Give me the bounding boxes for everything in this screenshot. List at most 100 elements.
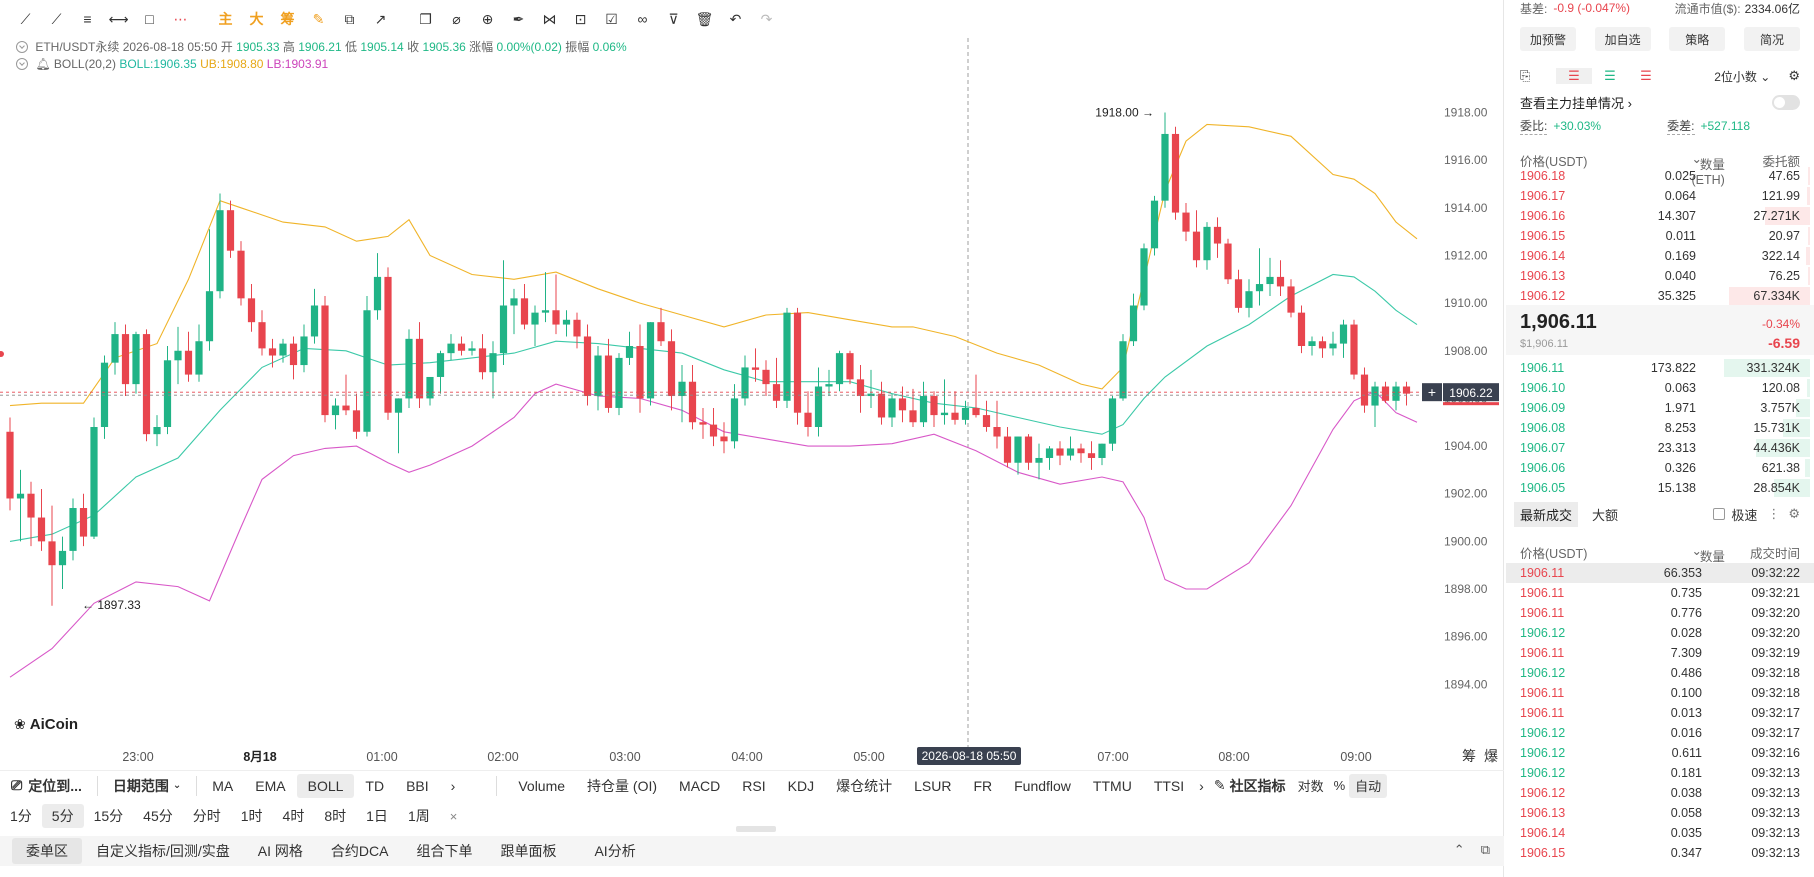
indicator-boll[interactable]: BOLL — [296, 773, 355, 798]
bid-row[interactable]: 1906.08 8.253 15.731K — [1506, 418, 1814, 438]
ask-row[interactable]: 1906.15 0.011 20.97 — [1506, 226, 1814, 246]
bottom-tab-3[interactable]: 合约DCA — [330, 843, 389, 859]
ask-row[interactable]: 1906.14 0.169 322.14 — [1506, 246, 1814, 266]
chart-area[interactable]: ⟋ ⟋ ≡ ⟷ □ ⋯ 主 大 筹 ✎ ⧉ ↗ ❐ ⌀ ⊕ ✒ ⋈ ⊡ ☑ ∞ … — [0, 0, 1504, 877]
trade-row[interactable]: 1906.15 0.347 09:32:13 — [1520, 846, 1800, 860]
trade-row[interactable]: 1906.11 0.100 09:32:18 — [1520, 686, 1800, 700]
ob-layout-asks-icon[interactable]: ☰ — [1640, 68, 1652, 83]
period-9[interactable]: 1周 — [407, 808, 430, 824]
measure-icon[interactable]: ⧉ — [344, 10, 355, 27]
indicator-td[interactable]: TD — [365, 777, 385, 794]
line-icon[interactable]: ⟋ — [20, 10, 31, 27]
check-icon[interactable]: ☑ — [605, 10, 618, 27]
period-5[interactable]: 1时 — [240, 808, 263, 824]
main-orders-link[interactable]: 查看主力挂单情况 › — [1520, 95, 1632, 111]
brush-icon[interactable]: ✎ — [312, 10, 325, 27]
filter-icon[interactable]: ⊽ — [668, 10, 679, 27]
ask-row[interactable]: 1906.17 0.064 121.99 — [1506, 186, 1814, 206]
bottom-tab-1[interactable]: 自定义指标/回测/实盘 — [96, 843, 230, 859]
trade-row[interactable]: 1906.13 0.058 09:32:13 — [1520, 806, 1800, 820]
period-2[interactable]: 15分 — [93, 808, 124, 824]
ruler-icon[interactable]: ⌀ — [452, 10, 461, 27]
large-trades-tab[interactable]: 大额 — [1592, 507, 1619, 523]
panel-button-3[interactable]: 简况 — [1743, 27, 1800, 51]
trade-row[interactable]: 1906.12 0.486 09:32:18 — [1520, 666, 1800, 680]
period-4[interactable]: 分时 — [192, 808, 221, 824]
percent-scale-button[interactable]: % — [1333, 778, 1346, 793]
copy-icon[interactable]: ❐ — [419, 10, 432, 27]
bottom-tab-5[interactable]: 跟单面板 — [500, 843, 557, 859]
sub-indicator-8[interactable]: Fundflow — [1014, 777, 1071, 794]
horizontal-line-icon[interactable]: ⟷ — [108, 10, 129, 27]
more-main-indicators[interactable]: › — [450, 777, 456, 794]
collapse-icon[interactable] — [16, 41, 28, 53]
collapse-chevron-icon[interactable]: ⌃ — [1453, 842, 1465, 857]
chips-label[interactable]: 筹 — [1462, 748, 1476, 764]
quantity-unit-select[interactable]: 数量 (ETH) ⌄ — [1691, 152, 1725, 187]
undo-icon[interactable]: ↶ — [729, 10, 742, 27]
ask-row[interactable]: 1906.16 14.307 27.271K — [1506, 206, 1814, 226]
period-8[interactable]: 1日 — [366, 808, 388, 824]
trade-row[interactable]: 1906.11 0.776 09:32:20 — [1520, 606, 1800, 620]
main-orders-toggle[interactable] — [1772, 94, 1800, 110]
trade-row[interactable]: 1906.11 0.013 09:32:17 — [1520, 706, 1800, 720]
chips-button[interactable]: 筹 — [280, 11, 295, 27]
magnet-icon[interactable]: ⋈ — [542, 10, 557, 27]
decimals-select[interactable]: 2位小数 ⌄ — [1714, 69, 1771, 84]
ask-row[interactable]: 1906.12 35.325 67.334K — [1506, 286, 1814, 306]
locate-button[interactable]: ⎚ 定位到... — [11, 777, 82, 794]
candlestick-chart[interactable]: 1918.00 1916.00 1914.00 1912.00 1910.00 1908.… — [0, 0, 1504, 770]
log-scale-button[interactable]: 对数 — [1297, 779, 1324, 794]
bid-row[interactable]: 1906.05 15.138 28.854K — [1506, 478, 1814, 498]
parallel-icon[interactable]: ≡ — [83, 11, 92, 27]
trade-row[interactable]: 1906.12 0.181 09:32:13 — [1520, 766, 1800, 780]
dots-icon[interactable]: ⋯ — [173, 10, 188, 27]
indicator-ema[interactable]: EMA — [255, 777, 286, 794]
bell-icon[interactable]: 🔔︎ — [35, 57, 51, 71]
rectangle-icon[interactable]: □ — [145, 11, 154, 27]
sub-indicator-9[interactable]: TTMU — [1092, 777, 1132, 794]
trade-row[interactable]: 1906.14 0.035 09:32:13 — [1520, 826, 1800, 840]
indicator-bbi[interactable]: BBI — [406, 777, 429, 794]
ray-icon[interactable]: ⟋ — [51, 10, 62, 27]
bid-row[interactable]: 1906.11 173.822 331.324K — [1506, 358, 1814, 378]
more-sub-indicators[interactable]: › — [1199, 777, 1204, 794]
bid-row[interactable]: 1906.06 0.326 621.38 — [1506, 458, 1814, 478]
speed-checkbox[interactable] — [1713, 508, 1726, 520]
bottom-tab-4[interactable]: 组合下单 — [416, 843, 473, 859]
trade-row[interactable]: 1906.11 0.735 09:32:21 — [1520, 586, 1800, 600]
grid-icon[interactable]: ⋮ — [1767, 506, 1781, 521]
ob-layout-bids-icon[interactable]: ☰ — [1604, 68, 1616, 83]
community-indicators-button[interactable]: ✎ 社区指标 — [1213, 777, 1286, 794]
trade-row[interactable]: 1906.11 7.309 09:32:19 — [1520, 646, 1800, 660]
sub-indicator-3[interactable]: RSI — [742, 777, 766, 794]
trade-unit-select[interactable]: 数量(ETH) ⌄ — [1691, 544, 1725, 579]
indicator-ma[interactable]: MA — [212, 777, 234, 794]
close-periods-icon[interactable]: × — [449, 808, 458, 824]
pen-icon[interactable]: ✒ — [512, 10, 525, 27]
bid-row[interactable]: 1906.07 23.313 44.436K — [1506, 438, 1814, 458]
plus-icon[interactable]: + — [1428, 384, 1436, 400]
period-0[interactable]: 1分 — [10, 808, 32, 824]
bottom-tab-2[interactable]: AI 网格 — [257, 843, 303, 859]
share-icon[interactable]: ⎘ — [1520, 68, 1531, 83]
settings-icon[interactable]: ⚙ — [1788, 506, 1800, 521]
trade-row[interactable]: 1906.12 0.611 09:32:16 — [1520, 746, 1800, 760]
sub-indicator-10[interactable]: TTSI — [1153, 777, 1185, 794]
main-force-button[interactable]: 主 — [218, 11, 233, 27]
trash-icon[interactable]: 🗑 — [695, 10, 714, 27]
sub-indicator-6[interactable]: LSUR — [914, 777, 952, 794]
trade-row[interactable]: 1906.12 0.028 09:32:20 — [1520, 626, 1800, 640]
lock-icon[interactable]: ⊡ — [574, 10, 587, 27]
period-3[interactable]: 45分 — [143, 808, 173, 824]
auto-scale-button[interactable]: 自动 — [1349, 773, 1388, 798]
ask-row[interactable]: 1906.13 0.040 76.25 — [1506, 266, 1814, 286]
zoom-icon[interactable]: ⊕ — [481, 10, 494, 27]
sub-indicator-0[interactable]: Volume — [518, 777, 566, 794]
period-7[interactable]: 8时 — [324, 808, 347, 824]
add-line-button[interactable] — [1422, 383, 1442, 402]
trade-row[interactable]: 1906.12 0.016 09:32:17 — [1520, 726, 1800, 740]
sub-indicator-7[interactable]: FR — [973, 777, 993, 794]
date-range-button[interactable]: 日期范围 ⌄ — [112, 777, 182, 794]
panel-button-2[interactable]: 策略 — [1669, 27, 1726, 51]
